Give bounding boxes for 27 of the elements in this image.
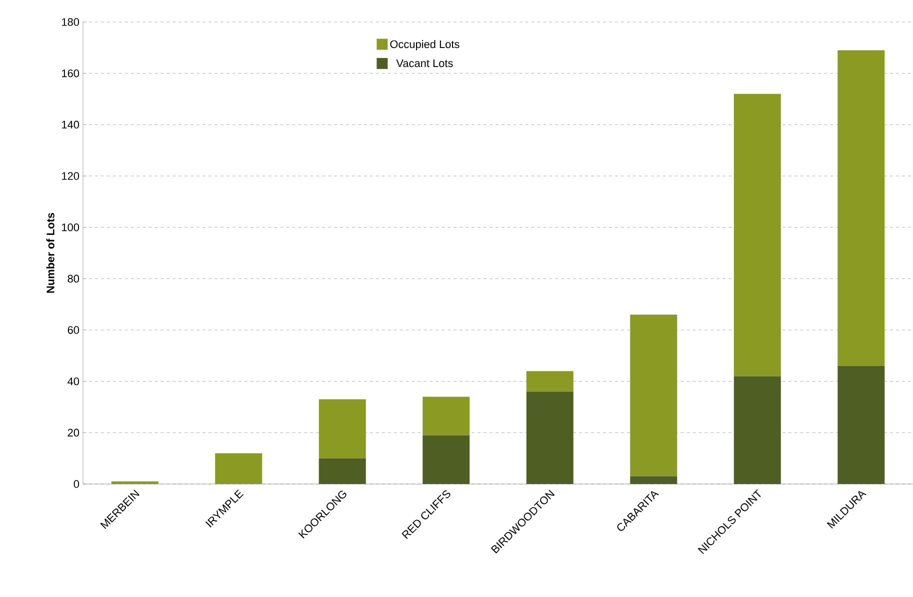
bar [422,435,470,484]
bar [630,476,678,484]
y-tick-label: 180 [62,18,80,26]
bar [318,399,366,458]
bar [215,453,262,484]
legend-label: Occupied Lots [390,40,460,50]
y-tick-label: 120 [62,172,80,180]
y-tick-label: 40 [68,377,80,386]
y-tick-label: 20 [68,428,80,437]
bar [318,458,366,484]
bar [734,94,781,376]
bar [111,481,158,484]
y-tick-label: 140 [62,120,80,129]
y-tick-label: 60 [68,326,80,334]
y-tick-label: 160 [62,69,80,78]
legend-label: Vacant Lots [396,59,453,68]
bar [422,396,470,436]
y-tick-label: 80 [68,274,80,283]
y-tick-label: 0 [74,480,80,488]
bar [526,392,574,484]
bar [630,314,678,476]
bar [734,376,781,484]
bar [526,371,574,392]
y-tick-label: 100 [62,223,80,232]
y-axis-title: Number of Lots [46,212,54,293]
bar [838,366,885,484]
bar [838,50,885,366]
